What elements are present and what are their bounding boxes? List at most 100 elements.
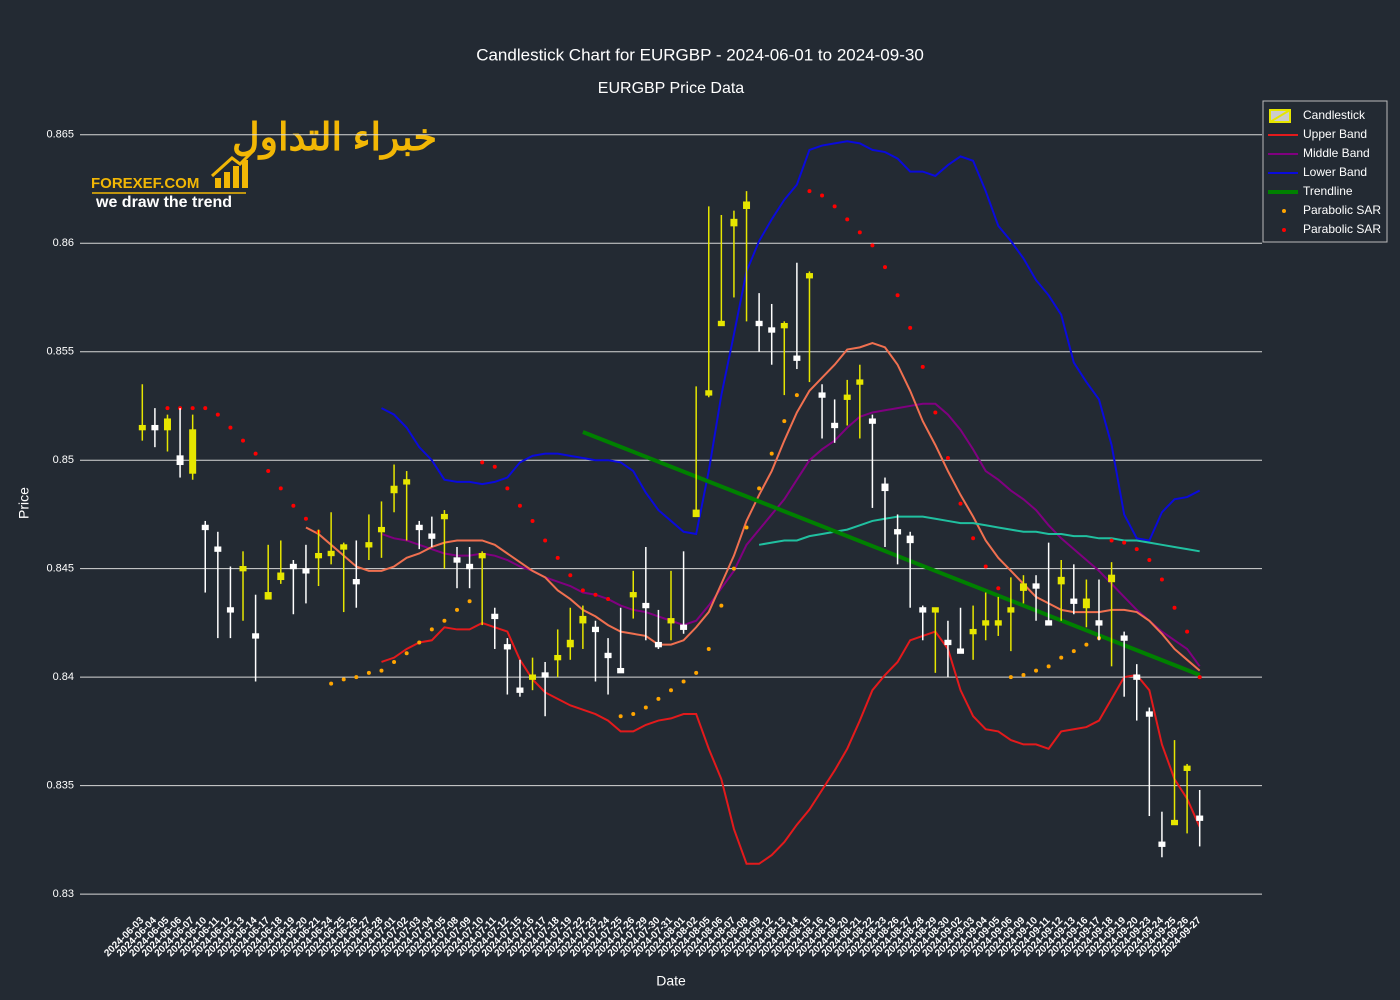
logo-arrow — [210, 148, 256, 178]
candle-body — [377, 526, 385, 533]
candle-body — [969, 628, 977, 635]
candle-body — [566, 639, 574, 648]
sar-point — [329, 681, 334, 686]
candle-body — [554, 654, 562, 661]
candle-body — [390, 485, 398, 494]
y-tick-label: 0.84 — [53, 671, 74, 683]
candle-body — [843, 394, 851, 400]
chart-subtitle: EURGBP Price Data — [598, 80, 745, 97]
candle-body — [503, 644, 511, 650]
candle-body — [755, 320, 763, 327]
candle-body — [1133, 674, 1141, 680]
candle-body — [793, 355, 801, 361]
sar-point — [857, 230, 862, 235]
sar-point — [555, 555, 560, 560]
candle-body — [831, 422, 839, 429]
candle-body — [440, 513, 448, 520]
candle-body — [692, 509, 700, 518]
candle-body — [352, 579, 360, 585]
candle-body — [201, 524, 209, 531]
sar-point — [1034, 668, 1039, 673]
candle-body — [680, 624, 688, 630]
candle-body — [1057, 576, 1065, 585]
sar-point — [1059, 655, 1064, 660]
candle-body — [340, 544, 348, 550]
line-series — [381, 621, 1201, 865]
legend-label: Trendline — [1303, 184, 1353, 198]
legend-marker — [1282, 228, 1286, 232]
sar-point — [1021, 673, 1026, 677]
sar-point — [455, 607, 460, 612]
candle-body — [579, 615, 587, 624]
candle-body — [1120, 635, 1128, 641]
candle-body — [654, 641, 662, 648]
sar-point — [606, 597, 611, 602]
sar-point — [266, 469, 271, 474]
candle-body — [743, 201, 751, 209]
sar-point — [379, 668, 384, 673]
line-series — [381, 140, 1201, 542]
sar-point — [1109, 538, 1114, 543]
candle-body — [1095, 620, 1103, 626]
sar-point — [983, 564, 988, 569]
candle-body — [302, 568, 310, 574]
candle-body — [957, 648, 965, 654]
candle-body — [252, 633, 260, 639]
candle-body — [189, 429, 197, 474]
candle-body — [478, 552, 486, 559]
candle-body — [1032, 583, 1040, 589]
candle-body — [1171, 819, 1179, 826]
logo-bar — [215, 178, 221, 188]
sar-point — [241, 438, 246, 443]
sar-point — [404, 651, 409, 656]
candle-body — [919, 607, 927, 613]
candle-body — [717, 320, 725, 327]
candle-body — [453, 557, 461, 563]
sar-point — [945, 456, 950, 461]
sar-point — [253, 451, 258, 456]
candle-body — [705, 390, 713, 396]
sar-point — [731, 566, 736, 571]
candle-body — [315, 552, 323, 559]
sar-point — [618, 714, 623, 719]
legend-box — [1262, 100, 1388, 243]
candle-body — [1019, 583, 1027, 591]
line-series — [582, 430, 1201, 677]
candle-body — [944, 639, 952, 646]
logo: خبراء التداول FOREXEF.COM we draw the tr… — [91, 117, 437, 211]
sar-point — [203, 406, 208, 411]
logo-arabic: خبراء التداول — [232, 117, 437, 160]
sar-point — [643, 705, 648, 710]
candle-body — [365, 542, 373, 548]
sar-point — [580, 588, 585, 593]
candle-body — [226, 607, 234, 613]
candle-body — [906, 535, 914, 544]
candle-body — [176, 455, 184, 466]
legend-candle-icon — [1269, 109, 1291, 123]
candle-body — [856, 379, 864, 385]
sar-point — [543, 538, 548, 543]
sar-point — [794, 393, 799, 398]
sar-point — [933, 410, 938, 415]
sar-point — [958, 501, 963, 506]
sar-point — [278, 486, 283, 491]
sar-point — [996, 586, 1001, 591]
y-tick-label: 0.835 — [46, 780, 74, 792]
sar-point — [694, 670, 699, 675]
line-series — [305, 341, 1201, 672]
y-tick-label: 0.83 — [53, 888, 74, 900]
candle-body — [667, 618, 675, 624]
sar-point — [656, 696, 661, 701]
sar-point — [1046, 664, 1051, 669]
sar-point — [1172, 605, 1177, 610]
logo-tagline: we draw the trend — [95, 194, 232, 211]
sar-point — [215, 412, 220, 417]
sar-point — [920, 364, 925, 369]
sar-point — [341, 677, 346, 682]
candle-body — [591, 626, 599, 633]
logo-bar — [233, 166, 239, 188]
candle-body — [818, 392, 826, 398]
chart-title: Candlestick Chart for EURGBP - 2024-06-0… — [476, 45, 924, 64]
legend-label: Candlestick — [1303, 108, 1366, 122]
